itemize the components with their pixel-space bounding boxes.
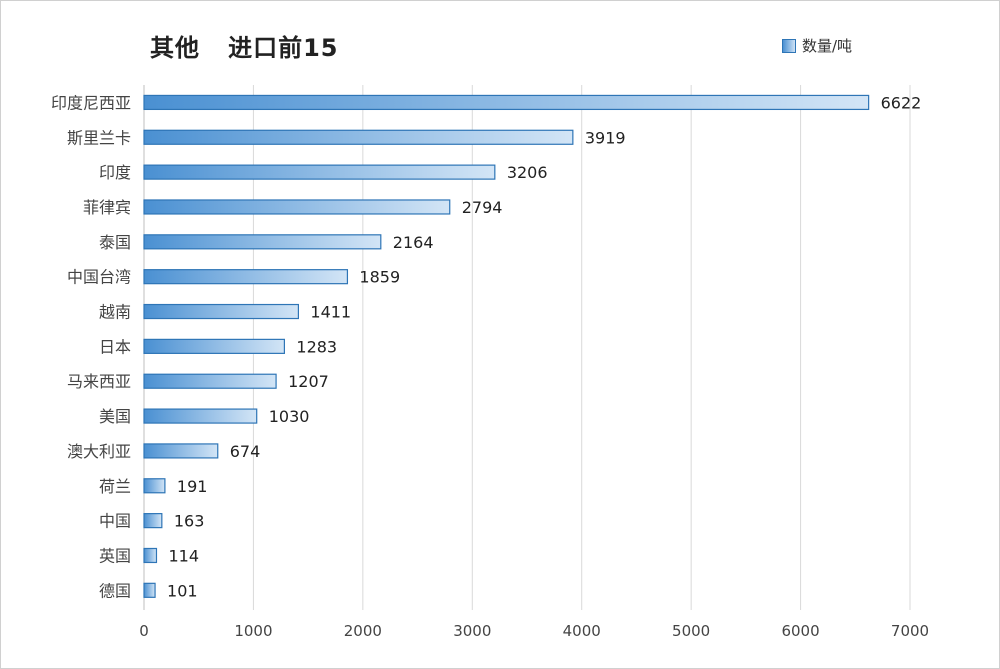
x-tick-label: 6000 (781, 622, 819, 640)
bar (143, 129, 574, 145)
data-label: 3919 (585, 128, 626, 147)
data-label: 163 (174, 512, 205, 531)
bar (143, 164, 496, 180)
data-label: 1411 (310, 303, 351, 322)
y-category-label: 泰国 (99, 233, 131, 252)
bar (143, 443, 219, 459)
data-label: 2794 (462, 198, 503, 217)
data-label: 2164 (393, 233, 434, 252)
data-label: 6622 (881, 93, 922, 112)
data-label: 3206 (507, 163, 548, 182)
bar (143, 478, 166, 494)
y-category-label: 斯里兰卡 (67, 128, 131, 147)
data-label: 191 (177, 477, 208, 496)
y-category-label: 荷兰 (99, 477, 131, 496)
y-category-label: 美国 (99, 407, 131, 426)
legend-label: 数量/吨 (802, 37, 853, 55)
data-label: 1207 (288, 372, 329, 391)
y-category-label: 澳大利亚 (67, 442, 131, 461)
y-category-label: 德国 (99, 581, 131, 600)
bar (143, 234, 382, 250)
bar (143, 199, 451, 215)
bar (143, 582, 156, 598)
data-label: 101 (167, 581, 198, 600)
y-axis-categories: 印度尼西亚斯里兰卡印度菲律宾泰国中国台湾越南日本马来西亚美国澳大利亚荷兰中国英国… (51, 93, 131, 600)
y-category-label: 印度 (99, 163, 131, 182)
bar (143, 303, 300, 320)
data-label: 1030 (269, 407, 310, 426)
y-category-label: 马来西亚 (67, 372, 131, 391)
y-category-label: 印度尼西亚 (51, 93, 131, 112)
bar (143, 547, 158, 564)
data-label: 674 (230, 442, 261, 461)
y-category-label: 菲律宾 (83, 198, 131, 217)
bar (143, 373, 277, 389)
y-category-label: 越南 (99, 303, 131, 322)
y-category-label: 中国 (99, 512, 131, 531)
chart-title: 其他 进口前15 (150, 34, 339, 62)
bar (143, 513, 163, 529)
x-tick-label: 4000 (563, 622, 601, 640)
x-tick-label: 2000 (344, 622, 382, 640)
legend-swatch (782, 38, 796, 53)
y-category-label: 日本 (99, 337, 131, 356)
x-tick-label: 5000 (672, 622, 710, 640)
y-category-label: 英国 (99, 546, 131, 565)
data-label: 114 (168, 546, 199, 565)
chart-legend: 数量/吨 (782, 35, 852, 56)
x-tick-label: 7000 (891, 622, 929, 640)
x-tick-label: 3000 (453, 622, 491, 640)
bars (143, 94, 870, 598)
bar (143, 408, 258, 424)
x-axis-ticks: 0 1000 2000 3000 4000 5000 6000 7000 (139, 622, 929, 640)
bar (143, 269, 349, 285)
bar (143, 338, 285, 354)
y-category-label: 中国台湾 (67, 268, 131, 287)
data-label: 1859 (359, 268, 400, 287)
x-tick-label: 1000 (234, 622, 272, 640)
bar (143, 94, 870, 111)
x-tick-label: 0 (139, 622, 149, 640)
data-label: 1283 (296, 337, 337, 356)
